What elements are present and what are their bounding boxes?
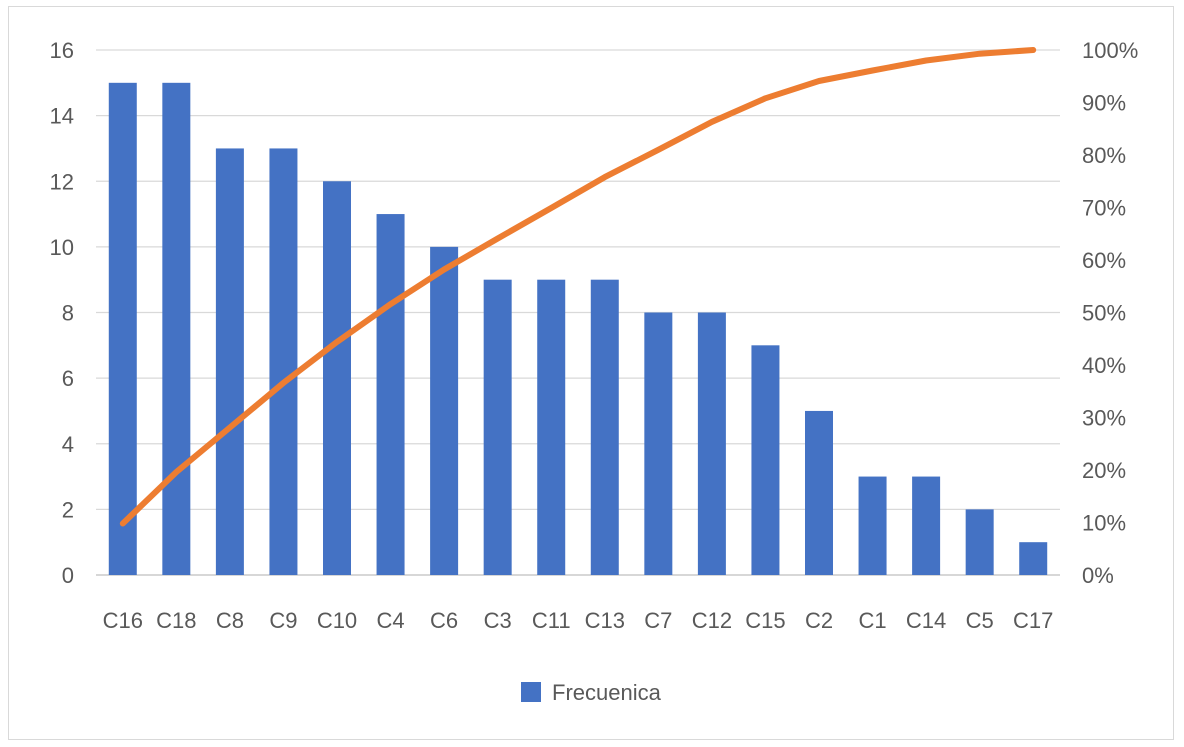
left-tick-label: 10 bbox=[50, 235, 74, 260]
right-tick-label: 20% bbox=[1082, 458, 1126, 483]
x-tick-label: C13 bbox=[585, 608, 625, 633]
left-tick-label: 0 bbox=[62, 563, 74, 588]
left-tick-label: 6 bbox=[62, 366, 74, 391]
left-tick-label: 12 bbox=[50, 169, 74, 194]
right-tick-label: 50% bbox=[1082, 301, 1126, 326]
bar-C16 bbox=[108, 82, 137, 575]
bar-C5 bbox=[965, 509, 994, 575]
x-tick-label: C11 bbox=[532, 608, 571, 633]
left-tick-label: 2 bbox=[62, 497, 74, 522]
right-axis-ticks: 0% 10% 20% 30% 40% 50% 60% 70% 80% 90% 100% bbox=[1082, 38, 1138, 588]
bar-series bbox=[108, 82, 1048, 575]
x-tick-label: C10 bbox=[317, 608, 357, 633]
x-tick-label: C9 bbox=[269, 608, 297, 633]
x-tick-label: C18 bbox=[156, 608, 196, 633]
gridlines bbox=[96, 49, 1060, 576]
right-tick-label: 90% bbox=[1082, 91, 1126, 116]
bar-C4 bbox=[376, 214, 405, 575]
bar-C11 bbox=[537, 279, 566, 575]
bar-C18 bbox=[162, 82, 191, 575]
x-tick-label: C12 bbox=[692, 608, 732, 633]
bar-C12 bbox=[697, 312, 726, 575]
legend-swatch bbox=[521, 682, 541, 702]
bar-C17 bbox=[1019, 542, 1048, 575]
bar-C8 bbox=[215, 148, 244, 575]
x-tick-label: C2 bbox=[805, 608, 833, 633]
right-tick-label: 80% bbox=[1082, 143, 1126, 168]
bar-C15 bbox=[751, 345, 780, 575]
right-tick-label: 10% bbox=[1082, 511, 1126, 536]
legend: Frecuenica bbox=[521, 680, 662, 705]
x-tick-label: C6 bbox=[430, 608, 458, 633]
x-tick-label: C16 bbox=[103, 608, 143, 633]
bar-C1 bbox=[858, 476, 887, 575]
left-tick-label: 14 bbox=[50, 104, 74, 129]
x-tick-label: C5 bbox=[966, 608, 994, 633]
x-tick-label: C17 bbox=[1013, 608, 1053, 633]
x-tick-label: C4 bbox=[376, 608, 404, 633]
right-tick-label: 40% bbox=[1082, 353, 1126, 378]
x-tick-label: C7 bbox=[644, 608, 672, 633]
x-tick-label: C8 bbox=[216, 608, 244, 633]
bar-C2 bbox=[805, 410, 833, 575]
x-tick-label: C14 bbox=[906, 608, 946, 633]
left-tick-label: 4 bbox=[62, 432, 74, 457]
left-tick-label: 8 bbox=[62, 301, 74, 326]
left-axis-ticks: 0 2 4 6 8 10 12 14 16 bbox=[50, 38, 74, 588]
cumulative-line bbox=[119, 47, 1037, 527]
bar-C10 bbox=[323, 181, 351, 575]
bar-C9 bbox=[269, 148, 298, 575]
cumulative-line-series bbox=[119, 47, 1037, 527]
x-tick-label: C3 bbox=[484, 608, 512, 633]
bar-C14 bbox=[912, 476, 941, 575]
right-tick-label: 30% bbox=[1082, 406, 1126, 431]
left-tick-label: 16 bbox=[50, 38, 74, 63]
right-tick-label: 0% bbox=[1082, 563, 1114, 588]
right-tick-label: 60% bbox=[1082, 248, 1126, 273]
x-tick-label: C1 bbox=[858, 608, 886, 633]
bar-C7 bbox=[644, 312, 673, 575]
right-tick-label: 100% bbox=[1082, 38, 1138, 63]
bar-C6 bbox=[430, 246, 459, 575]
x-tick-label: C15 bbox=[745, 608, 785, 633]
x-axis-ticks: C16 C18 C8 C9 C10 C4 C6 C3 C11 C13 C7 C12 C15 C2 C1 C14… bbox=[103, 608, 1054, 633]
bar-C13 bbox=[590, 279, 619, 575]
bar-C3 bbox=[483, 279, 512, 575]
right-tick-label: 70% bbox=[1082, 196, 1126, 221]
legend-label: Frecuenica bbox=[552, 680, 662, 705]
